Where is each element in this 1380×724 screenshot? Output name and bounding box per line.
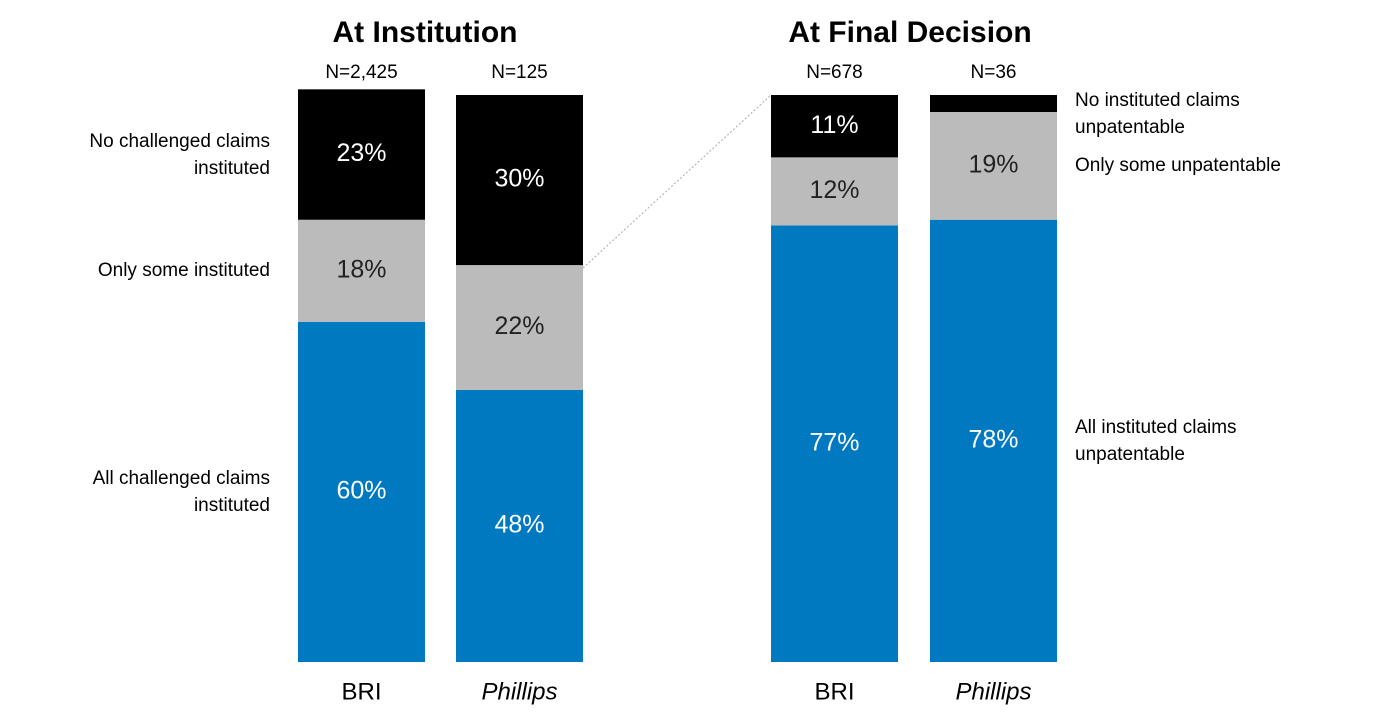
legend-label: No instituted claims unpatentable bbox=[1075, 87, 1350, 141]
legend-label: No challenged claims instituted bbox=[45, 128, 270, 182]
value-label: 77% bbox=[809, 428, 859, 456]
value-label: 22% bbox=[494, 312, 544, 340]
legend-item: No challenged claims instituted bbox=[45, 110, 270, 200]
value-label: 78% bbox=[968, 425, 1018, 453]
chart-title: At Institution bbox=[333, 16, 518, 49]
legend-wrap: All instituted claims unpatentable bbox=[1075, 396, 1350, 486]
x-tick-label: BRI bbox=[341, 678, 381, 705]
value-label: 19% bbox=[968, 150, 1018, 178]
legend-label: All instituted claims unpatentable bbox=[1075, 414, 1350, 468]
page: At Institution BRI N=2,425 60% 18% 23% Phillip… bbox=[0, 0, 1380, 719]
x-tick-label: BRI bbox=[814, 678, 854, 705]
x-tick-label: Phillips bbox=[955, 678, 1031, 705]
value-label: 18% bbox=[336, 255, 386, 283]
value-label: 12% bbox=[809, 176, 859, 204]
value-label: 30% bbox=[494, 165, 544, 193]
chart-title: At Final Decision bbox=[788, 16, 1031, 49]
x-tick-label: Phillips bbox=[481, 678, 557, 705]
legend-wrap: All challenged claims instituted bbox=[45, 447, 270, 537]
legend-item: No instituted claims unpatentable bbox=[1075, 69, 1350, 159]
value-label: 48% bbox=[494, 511, 544, 539]
legend-label: Only some instituted bbox=[98, 257, 270, 284]
n-label: N=2,425 bbox=[325, 62, 397, 83]
value-label: 60% bbox=[336, 477, 386, 505]
n-label: N=36 bbox=[971, 62, 1017, 83]
legend-wrap: Only some instituted bbox=[45, 226, 270, 316]
n-label: N=678 bbox=[806, 62, 863, 83]
n-label: N=125 bbox=[491, 62, 548, 83]
value-label: 11% bbox=[810, 111, 858, 139]
legend-item: Only some instituted bbox=[45, 226, 270, 316]
zoom-connector bbox=[583, 95, 771, 268]
bar-segment bbox=[930, 95, 1057, 112]
legend-label: All challenged claims instituted bbox=[45, 465, 270, 519]
legend-wrap: No instituted claims unpatentable bbox=[1075, 69, 1350, 159]
value-label: 23% bbox=[336, 139, 386, 167]
legend-item: All challenged claims instituted bbox=[45, 447, 270, 537]
chart: At Institution BRI N=2,425 60% 18% 23% Phillip… bbox=[0, 0, 1380, 719]
legend-wrap: No challenged claims instituted bbox=[45, 110, 270, 200]
legend-item: All instituted claims unpatentable bbox=[1075, 396, 1350, 486]
